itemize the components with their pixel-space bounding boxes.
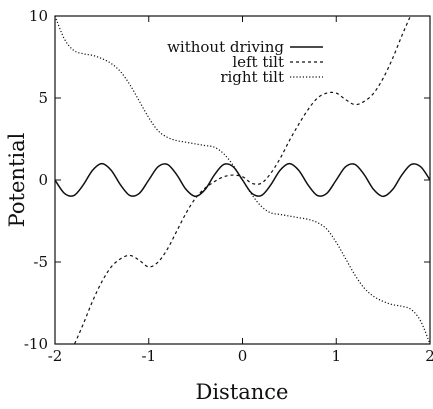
series-lines	[55, 16, 430, 344]
legend-label: left tilt	[232, 53, 284, 71]
series-line-left-tilt	[73, 16, 412, 344]
y-tick-label: 5	[38, 89, 48, 107]
x-tick-label: 0	[238, 347, 248, 365]
x-axis-label: Distance	[195, 380, 288, 404]
legend-label: without driving	[167, 38, 284, 56]
y-tick-label: 0	[38, 171, 48, 189]
x-tick-label: -2	[48, 347, 63, 365]
x-tick-label: 2	[425, 347, 433, 365]
ticks	[54, 15, 431, 345]
y-tick-label: -10	[24, 335, 48, 353]
x-tick-label: 1	[331, 347, 341, 365]
y-tick-label: 10	[29, 7, 48, 25]
legend-label: right tilt	[220, 68, 284, 86]
y-tick-label: -5	[33, 253, 48, 271]
series-line-right-tilt	[55, 16, 430, 344]
x-tick-label: -1	[141, 347, 156, 365]
y-axis-label: Potential	[5, 132, 29, 227]
